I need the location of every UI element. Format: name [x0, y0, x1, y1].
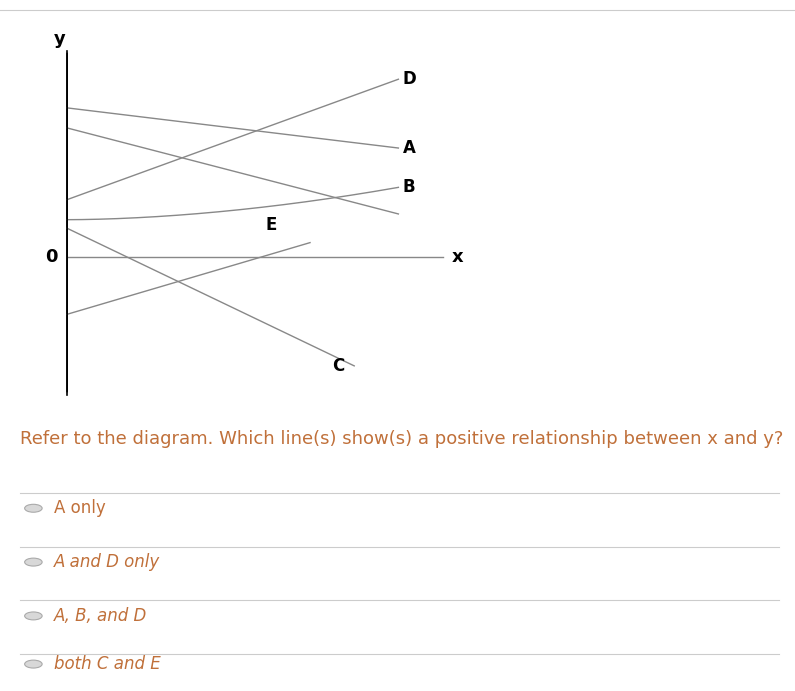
- Text: 0: 0: [45, 248, 57, 266]
- Text: C: C: [332, 357, 344, 375]
- Text: Refer to the diagram. Which line(s) show(s) a positive relationship between x an: Refer to the diagram. Which line(s) show…: [20, 430, 783, 448]
- Text: A and D only: A and D only: [54, 553, 161, 571]
- Text: D: D: [403, 70, 417, 88]
- Text: y: y: [54, 30, 66, 48]
- Text: A: A: [403, 139, 416, 157]
- Text: both C and E: both C and E: [54, 655, 161, 673]
- Ellipse shape: [25, 612, 42, 620]
- Text: B: B: [403, 178, 416, 196]
- Text: x: x: [452, 248, 463, 266]
- Ellipse shape: [25, 660, 42, 668]
- Text: A, B, and D: A, B, and D: [54, 607, 147, 625]
- Ellipse shape: [25, 558, 42, 566]
- Ellipse shape: [25, 504, 42, 512]
- Text: A only: A only: [54, 500, 106, 518]
- Text: E: E: [266, 216, 277, 234]
